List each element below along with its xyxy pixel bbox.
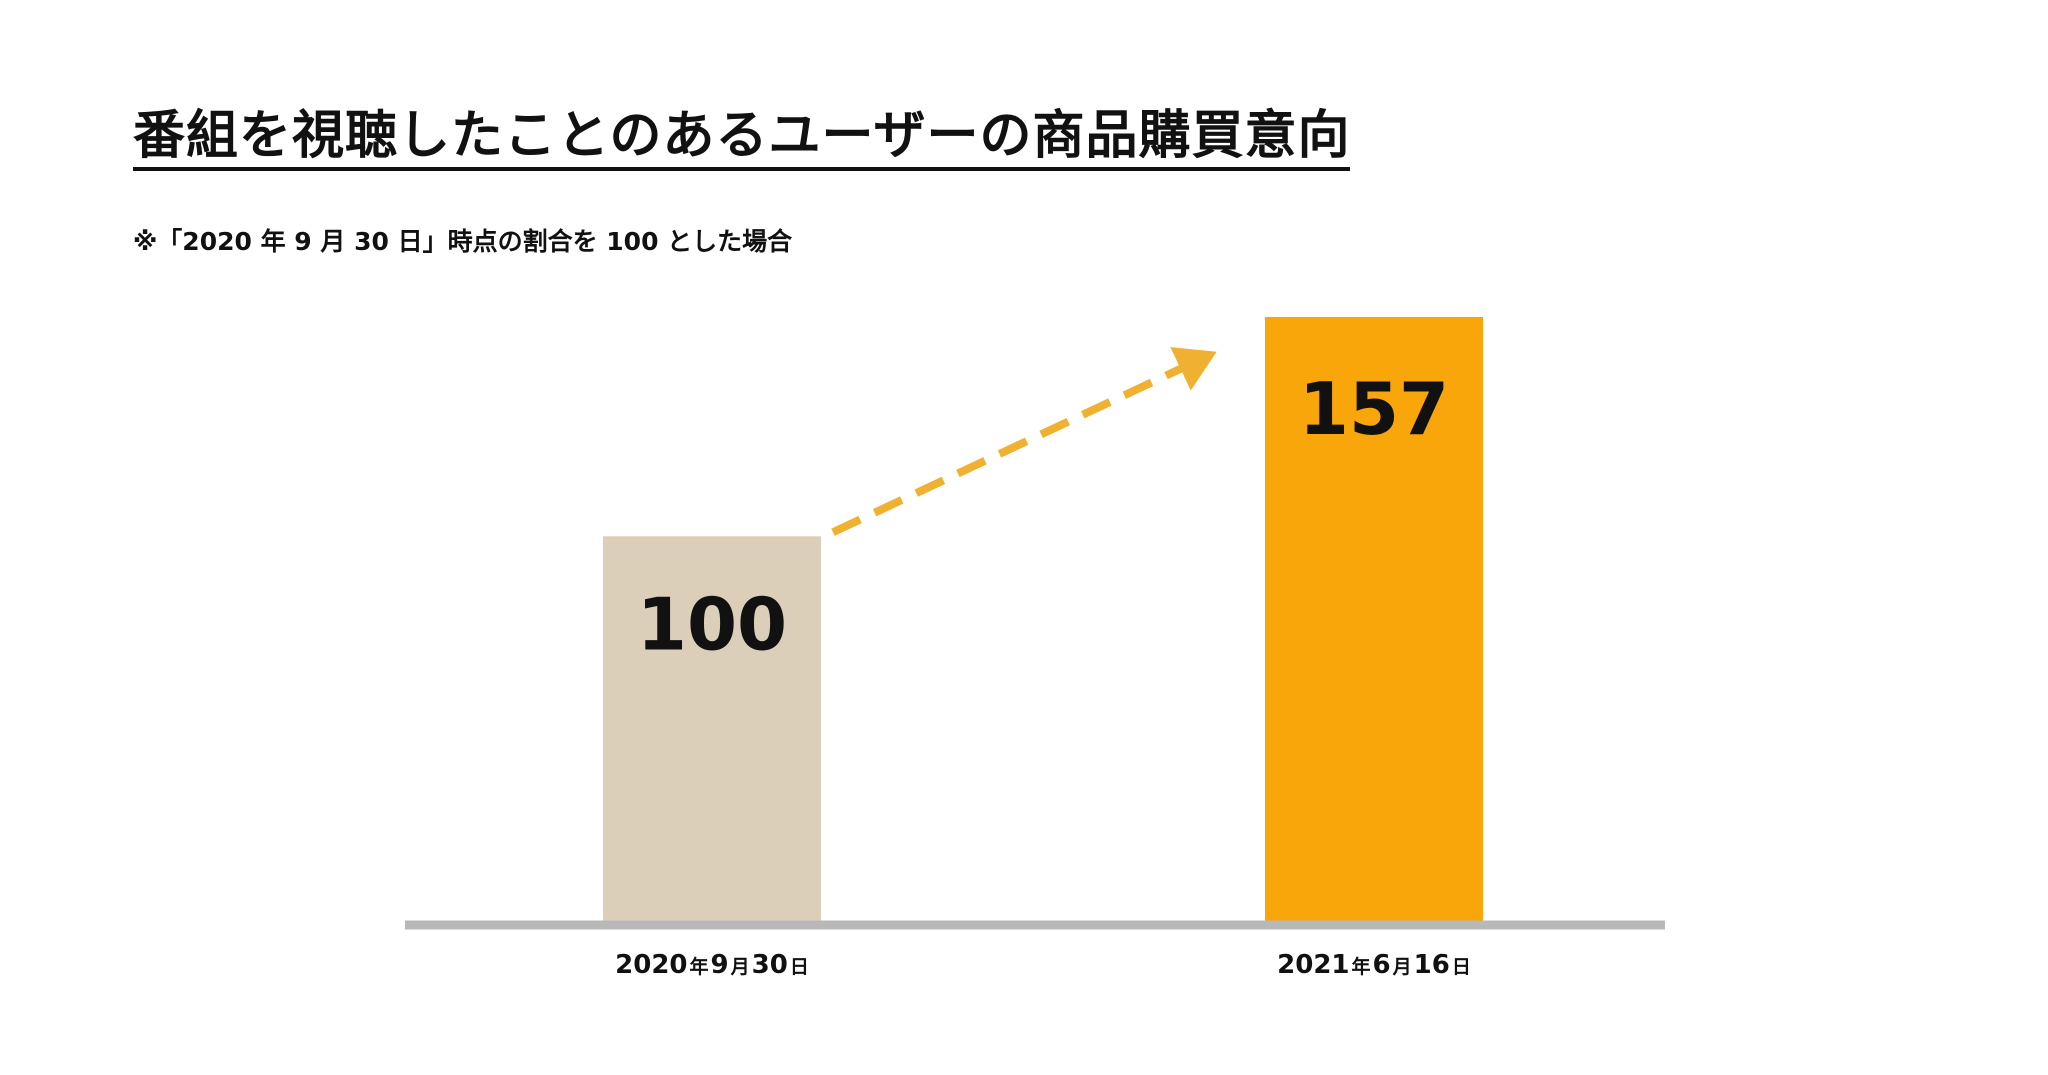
category-label-1: 2020 年9 月30 日 [615, 950, 809, 980]
bar-value-label-1: 100 [637, 582, 787, 666]
bar-value-label-2: 157 [1299, 367, 1449, 451]
category-label-2: 2021 年6 月16 日 [1277, 950, 1471, 980]
chart-layer: 100 2020 年9 月30 日 157 2021 年6 月16 日 [405, 317, 1665, 980]
chart-title: 番組を視聴したことのあるユーザーの商品購買意向 [133, 105, 1351, 172]
increase-arrow [831, 347, 1217, 536]
chart-note: ※「2020 年 9 月 30 日」時点の割合を 100 とした場合 [133, 227, 793, 256]
bar-2 [1265, 317, 1483, 921]
bar-1 [603, 536, 821, 921]
